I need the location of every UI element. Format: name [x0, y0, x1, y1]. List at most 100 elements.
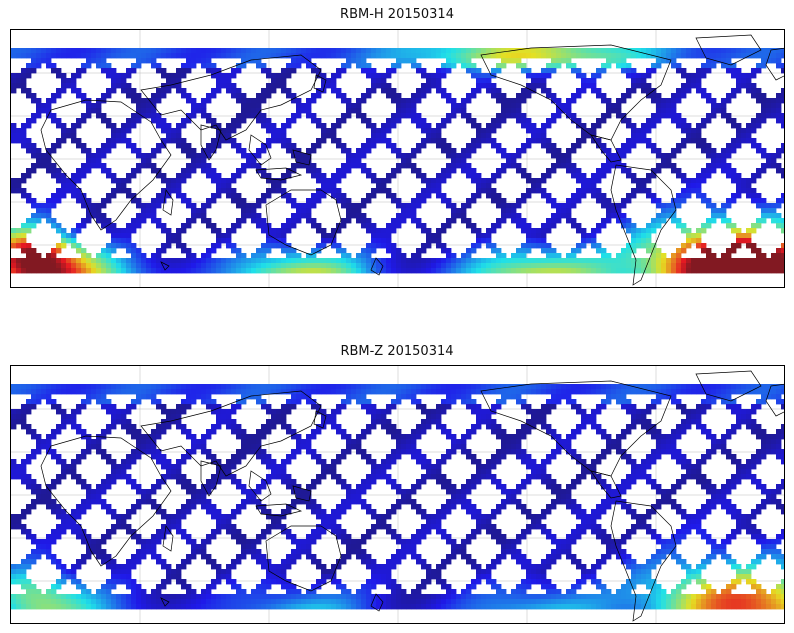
track-cell: [166, 48, 172, 54]
track-cell: [31, 63, 37, 69]
track-cell: [111, 188, 117, 194]
track-cell: [601, 203, 607, 209]
track-cell: [341, 258, 347, 264]
track-cell: [776, 103, 782, 109]
track-cell: [441, 198, 447, 204]
track-cell: [571, 168, 577, 174]
track-cell: [361, 98, 367, 104]
track-cell: [361, 203, 367, 209]
track-cell: [716, 58, 722, 64]
track-cell: [341, 253, 347, 259]
track-cell: [21, 258, 27, 264]
track-cell: [31, 168, 37, 174]
track-cell: [421, 143, 427, 149]
track-cell: [291, 429, 297, 435]
track-cell: [81, 163, 87, 169]
track-cell: [351, 158, 357, 164]
track-cell: [216, 88, 222, 94]
track-cell: [181, 173, 187, 179]
track-cell: [111, 83, 117, 89]
track-cell: [641, 258, 647, 264]
track-cell: [551, 148, 557, 154]
track-cell: [101, 394, 107, 400]
track-cell: [711, 53, 717, 59]
track-cell: [11, 414, 17, 420]
track-cell: [46, 148, 52, 154]
track-cell: [166, 243, 172, 249]
track-cell: [741, 128, 747, 134]
track-cell: [211, 93, 217, 99]
track-cell: [641, 469, 647, 475]
track-cell: [231, 73, 237, 79]
track-cell: [461, 394, 467, 400]
track-cell: [11, 73, 17, 79]
track-cell: [116, 53, 122, 59]
track-cell: [261, 143, 267, 149]
track-cell: [536, 469, 542, 475]
track-cell: [556, 484, 562, 490]
track-cell: [406, 394, 412, 400]
track-cell: [421, 479, 427, 485]
track-cell: [251, 263, 257, 269]
track-cell: [716, 258, 722, 264]
track-cell: [776, 384, 782, 390]
track-cell: [171, 73, 177, 79]
track-cell: [116, 243, 122, 249]
track-cell: [526, 243, 532, 249]
track-cell: [36, 108, 42, 114]
track-cell: [386, 389, 392, 395]
track-cell: [371, 419, 377, 425]
track-cell: [731, 193, 737, 199]
track-cell: [416, 479, 422, 485]
track-cell: [51, 434, 57, 440]
track-cell: [191, 399, 197, 405]
track-cell: [736, 414, 742, 420]
track-cell: [446, 454, 452, 460]
track-cell: [186, 58, 192, 64]
track-cell: [321, 133, 327, 139]
track-cell: [281, 143, 287, 149]
track-cell: [541, 474, 547, 480]
track-cell: [431, 419, 437, 425]
track-cell: [696, 243, 702, 249]
track-cell: [656, 98, 662, 104]
track-cell: [411, 399, 417, 405]
track-cell: [306, 494, 312, 500]
track-cell: [181, 73, 187, 79]
track-cell: [326, 389, 332, 395]
track-cell: [726, 253, 732, 259]
track-cell: [616, 108, 622, 114]
track-cell: [626, 228, 632, 234]
track-cell: [256, 449, 262, 455]
track-cell: [401, 434, 407, 440]
track-cell: [326, 83, 332, 89]
track-cell: [136, 93, 142, 99]
track-cell: [591, 243, 597, 249]
track-cell: [331, 128, 337, 134]
track-cell: [346, 439, 352, 445]
track-cell: [331, 474, 337, 480]
track-cell: [36, 389, 42, 395]
track-cell: [496, 253, 502, 259]
track-cell: [781, 173, 784, 179]
track-cell: [621, 168, 627, 174]
track-cell: [781, 248, 784, 254]
track-cell: [741, 83, 747, 89]
track-cell: [391, 223, 397, 229]
track-cell: [426, 459, 432, 465]
track-cell: [666, 449, 672, 455]
track-cell: [106, 258, 112, 264]
track-cell: [736, 424, 742, 430]
track-cell: [326, 178, 332, 184]
track-cell: [591, 384, 597, 390]
track-cell: [496, 173, 502, 179]
track-cell: [346, 389, 352, 395]
track-cell: [211, 88, 217, 94]
track-cell: [696, 268, 702, 274]
track-cell: [526, 173, 532, 179]
track-cell: [636, 258, 642, 264]
track-cell: [511, 103, 517, 109]
track-cell: [621, 93, 627, 99]
track-cell: [161, 68, 167, 74]
track-cell: [421, 384, 427, 390]
